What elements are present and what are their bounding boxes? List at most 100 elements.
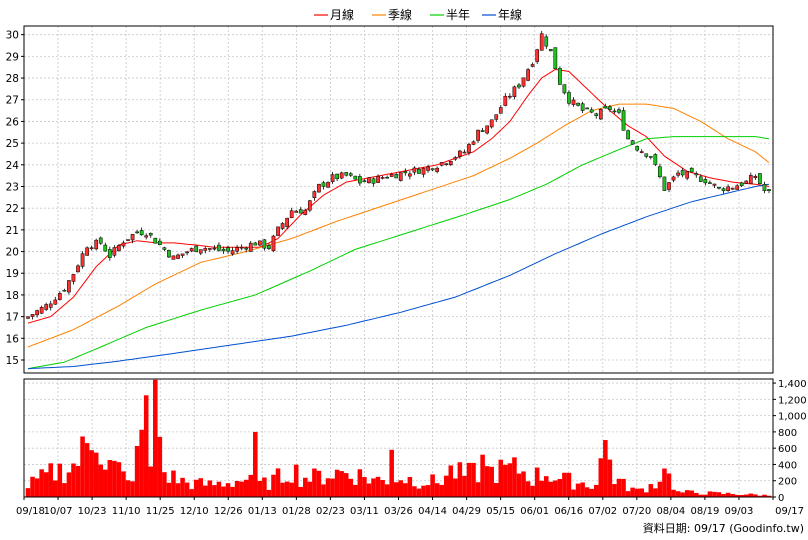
volume-bar [625,491,631,497]
candle-body [294,210,299,213]
volume-bar [116,462,122,497]
candle-body [117,245,121,251]
volume-tick-label: 0 [778,493,784,504]
candle-body [444,163,449,165]
candle-body [358,176,362,184]
volume-bar [134,445,140,497]
price-tick-label: 29 [6,51,19,63]
date-tick-label: 11/10 [112,506,141,517]
volume-bar [293,464,299,497]
volume-bar [262,477,267,497]
volume-bar [48,463,54,497]
candle-body [30,314,35,317]
candle-body [630,140,635,145]
moving-average-line [27,68,770,324]
volume-bar [153,379,158,497]
volume-bar [557,478,563,497]
price-tick-label: 28 [6,73,19,85]
candle-body [257,240,262,246]
volume-bar [480,454,485,497]
volume-bar [593,484,599,497]
volume-bar [93,452,99,497]
candle-body [767,189,771,191]
candle-body [548,49,553,52]
volume-bar [184,482,190,497]
candle-body [344,172,349,176]
candle-body [303,209,308,215]
volume-bar [548,481,554,497]
volume-bar [607,459,613,497]
candle-body [121,242,126,247]
candle-body [471,141,476,145]
volume-bar [39,469,44,497]
volume-bar [416,488,422,497]
volume-bar [457,462,463,497]
candle-body [162,247,167,250]
volume-bar [30,476,35,497]
volume-bar [53,480,58,497]
volume-bar [193,479,199,497]
candle-body [598,109,603,120]
volume-bar [34,478,40,497]
volume-bar [230,486,235,497]
volume-bar [289,482,294,497]
candle-body [726,186,730,191]
candle-body [585,107,590,110]
candle-body [167,250,171,258]
candle-body [508,95,512,98]
volume-bar [357,469,363,497]
volume-bar [207,480,213,497]
candle-body [44,304,49,310]
volume-bar [543,476,549,497]
candle-body [671,176,676,181]
volume-bar [243,479,249,497]
volume-bar [412,486,417,497]
volume-bar [725,492,731,497]
candle-body [217,244,221,251]
date-tick-label: 03/11 [350,506,379,517]
price-grid [23,26,774,373]
candle-body [517,84,521,88]
candle-body [26,316,30,319]
date-tick-label: 10/07 [44,506,73,517]
volume-bar [303,477,308,497]
volume-bar [389,449,394,497]
volume-bar [425,485,431,497]
candle-body [412,167,417,173]
price-tick-label: 21 [6,225,19,237]
volume-bar [539,480,544,497]
volume-tick-label: 400 [778,460,797,471]
candle-body [708,182,712,184]
volume-bar [330,478,335,497]
volume-bar [566,472,572,497]
volume-bar [430,474,435,497]
date-tick-label: 02/23 [316,506,345,517]
volume-bar [71,463,76,497]
candle-body [739,182,744,186]
volume-bar [421,485,426,497]
candle-body [80,253,85,267]
volume-bar [748,493,754,497]
candle-body [467,144,471,153]
volume-bar [307,481,313,497]
candle-body [335,173,339,180]
volume-bar [521,471,526,497]
candle-body [139,230,144,236]
volume-bar [757,495,763,497]
candle-body [721,188,726,192]
candle-body [326,182,330,188]
candle-body [571,99,576,105]
volume-bar [689,490,694,497]
candle-body [289,210,294,219]
price-frame [23,25,774,374]
candle-body [667,182,671,190]
volume-bar [662,468,667,497]
volume-bar [739,495,744,497]
price-tick-label: 23 [6,181,19,193]
candle-body [498,107,503,114]
volume-bar [712,491,717,497]
candle-body [317,183,321,193]
volume-bar [107,459,113,497]
